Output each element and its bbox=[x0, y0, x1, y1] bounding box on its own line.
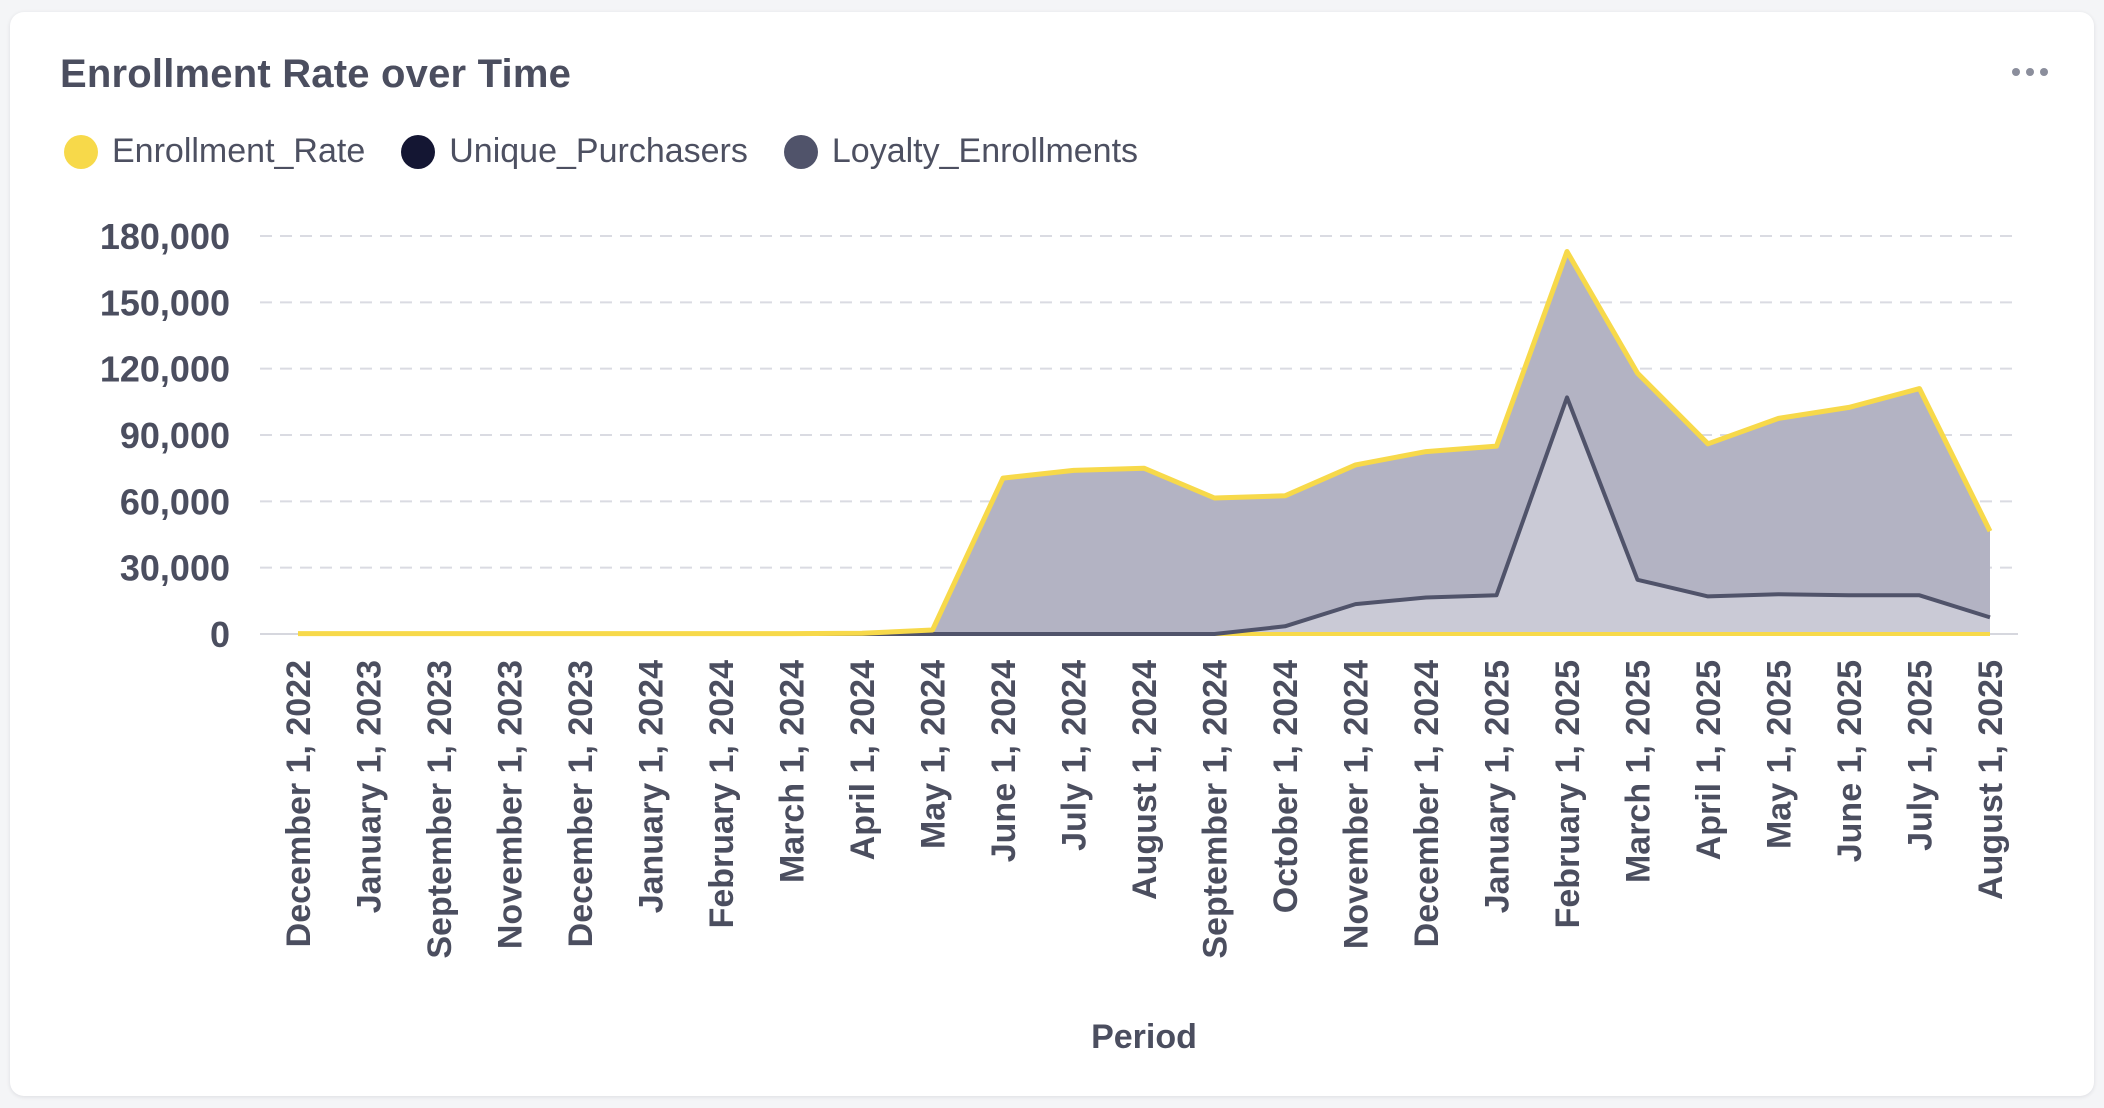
chart-title: Enrollment Rate over Time bbox=[60, 52, 572, 96]
x-tick-label: December 1, 2024 bbox=[1408, 660, 1446, 947]
legend-swatch bbox=[783, 134, 818, 169]
y-tick-label: 30,000 bbox=[120, 548, 230, 589]
x-tick-label: June 1, 2025 bbox=[1831, 660, 1869, 862]
x-tick-label: May 1, 2024 bbox=[915, 660, 953, 849]
menu-dot bbox=[2040, 68, 2048, 76]
legend-swatch bbox=[64, 134, 98, 169]
x-tick-label: September 1, 2023 bbox=[421, 660, 459, 959]
y-tick-label: 90,000 bbox=[120, 415, 230, 456]
chart-legend: Enrollment_Rate Unique_Purchasers Loyalt… bbox=[64, 132, 1138, 171]
y-tick-label: 0 bbox=[210, 614, 230, 655]
legend-label: Unique_Purchasers bbox=[449, 132, 748, 170]
y-tick-label: 120,000 bbox=[100, 349, 230, 390]
legend-item-enrollment-rate[interactable]: Enrollment_Rate bbox=[64, 132, 365, 171]
x-tick-label: January 1, 2024 bbox=[633, 660, 671, 913]
x-tick-label: September 1, 2024 bbox=[1197, 660, 1235, 959]
x-tick-label: December 1, 2022 bbox=[280, 660, 318, 947]
legend-item-unique-purchasers[interactable]: Unique_Purchasers bbox=[401, 132, 748, 171]
x-tick-label: March 1, 2025 bbox=[1620, 660, 1658, 883]
x-tick-label: May 1, 2025 bbox=[1761, 660, 1799, 849]
unique-purchasers-line bbox=[298, 249, 1993, 637]
x-tick-label: February 1, 2025 bbox=[1549, 660, 1587, 928]
menu-dot bbox=[2012, 68, 2020, 76]
x-tick-label: January 1, 2025 bbox=[1479, 660, 1517, 913]
x-tick-label: April 1, 2025 bbox=[1690, 660, 1728, 860]
x-tick-label: January 1, 2023 bbox=[351, 660, 389, 913]
x-tick-label: October 1, 2024 bbox=[1267, 660, 1305, 913]
loyalty-enrollments-area bbox=[298, 397, 1990, 634]
x-tick-label: August 1, 2024 bbox=[1126, 660, 1164, 900]
x-tick-label: February 1, 2024 bbox=[703, 660, 741, 928]
x-tick-label: March 1, 2024 bbox=[774, 660, 812, 883]
legend-label: Loyalty_Enrollments bbox=[831, 132, 1139, 170]
unique-purchasers-area bbox=[298, 251, 1990, 634]
x-tick-label: December 1, 2023 bbox=[562, 660, 600, 947]
x-tick-label: July 1, 2024 bbox=[1056, 660, 1094, 851]
x-tick-label: November 1, 2024 bbox=[1338, 660, 1376, 949]
y-tick-label: 180,000 bbox=[100, 216, 230, 257]
legend-item-loyalty-enrollments[interactable]: Loyalty_Enrollments bbox=[783, 132, 1139, 171]
menu-dot bbox=[2026, 68, 2034, 76]
x-axis-title: Period bbox=[1091, 1018, 1197, 1056]
y-tick-label: 150,000 bbox=[100, 282, 230, 323]
x-tick-label: August 1, 2025 bbox=[1972, 660, 2010, 900]
legend-swatch bbox=[401, 134, 436, 169]
x-tick-label: April 1, 2024 bbox=[844, 660, 882, 860]
y-tick-label: 60,000 bbox=[120, 481, 230, 522]
x-tick-label: July 1, 2025 bbox=[1902, 660, 1940, 851]
more-options-icon[interactable] bbox=[2002, 52, 2058, 92]
x-tick-label: June 1, 2024 bbox=[985, 660, 1023, 862]
x-tick-label: November 1, 2023 bbox=[492, 660, 530, 949]
legend-label: Enrollment_Rate bbox=[112, 132, 366, 170]
